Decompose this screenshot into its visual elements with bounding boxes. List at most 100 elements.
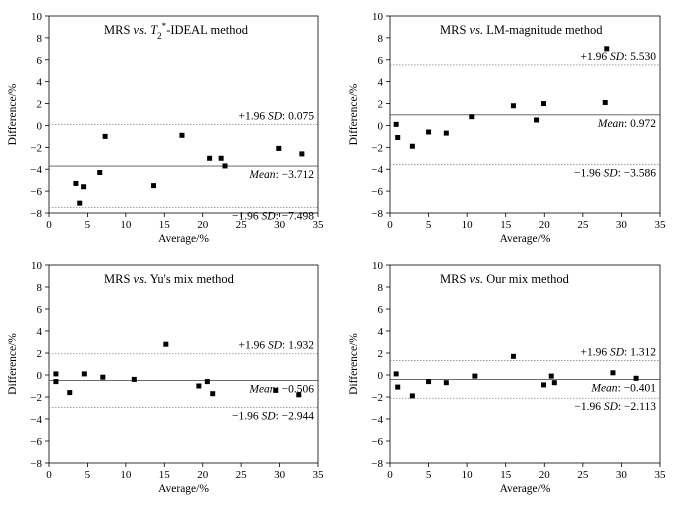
- data-point: [534, 117, 540, 123]
- mean-label: Mean: −0.401: [590, 382, 656, 394]
- y-axis-label: Difference/%: [7, 83, 19, 145]
- y-tick-label: 0: [37, 370, 43, 382]
- x-tick-label: 35: [655, 469, 667, 481]
- y-tick-label: −2: [30, 142, 42, 154]
- x-tick-label: 30: [274, 219, 286, 231]
- data-point: [81, 371, 87, 377]
- y-tick-label: −2: [371, 142, 383, 154]
- data-point: [179, 132, 185, 138]
- data-point: [610, 370, 616, 376]
- x-tick-label: 25: [577, 219, 589, 231]
- x-tick-label: 30: [616, 469, 628, 481]
- upper-loa-label: +1.96 SD: 0.075: [238, 111, 314, 123]
- data-point: [602, 99, 608, 105]
- data-point: [218, 155, 224, 161]
- data-point: [196, 383, 202, 389]
- upper-loa-label: +1.96 SD: 1.312: [580, 347, 656, 359]
- data-point: [548, 373, 554, 379]
- data-point: [551, 380, 557, 386]
- x-axis-label: Average/%: [500, 483, 551, 495]
- y-tick-label: 2: [378, 99, 384, 111]
- y-tick-label: −8: [371, 208, 383, 220]
- x-tick-label: 15: [500, 219, 512, 231]
- data-point: [276, 145, 282, 151]
- y-tick-label: 4: [378, 326, 384, 338]
- x-tick-label: 20: [539, 219, 551, 231]
- x-tick-label: 25: [236, 219, 248, 231]
- lower-loa-label: −1.96 SD: −3.586: [574, 168, 656, 180]
- chart-title: MRS vs. Our mix method: [440, 272, 570, 286]
- x-axis-label: Average/%: [500, 233, 551, 245]
- data-point: [395, 384, 401, 390]
- x-tick-label: 10: [462, 219, 474, 231]
- y-tick-label: 6: [37, 304, 43, 316]
- lower-loa-label: −1.96 SD: −2.944: [232, 410, 314, 422]
- data-point: [53, 379, 59, 385]
- y-tick-label: 4: [37, 77, 43, 89]
- y-tick-label: 0: [378, 370, 384, 382]
- upper-loa-label: +1.96 SD: 1.932: [238, 340, 314, 352]
- x-tick-label: 5: [426, 469, 432, 481]
- data-point: [151, 183, 157, 189]
- x-tick-label: 5: [85, 219, 91, 231]
- data-point: [409, 143, 415, 149]
- data-point: [97, 170, 103, 176]
- y-axis-label: Difference/%: [348, 333, 360, 395]
- x-tick-label: 5: [85, 469, 91, 481]
- y-tick-label: −4: [371, 414, 383, 426]
- y-tick-label: 8: [378, 282, 384, 294]
- y-tick-label: 4: [37, 326, 43, 338]
- data-point: [299, 151, 305, 157]
- y-tick-label: 2: [378, 348, 384, 360]
- y-tick-label: 6: [37, 55, 43, 67]
- y-tick-label: 6: [378, 304, 384, 316]
- mean-label: Mean: 0.972: [597, 118, 656, 130]
- x-tick-label: 30: [616, 219, 628, 231]
- lower-loa-label: −1.96 SD: −2.113: [574, 401, 656, 413]
- data-point: [443, 380, 449, 386]
- data-point: [443, 130, 449, 136]
- chart-panel-3: 0 5 10 15 20 25 30 35 −8 −6 −4 −2 0 2 4 6 8 10 Average/% Di…: [7, 260, 324, 495]
- data-point: [210, 391, 216, 397]
- y-tick-label: 2: [37, 99, 43, 111]
- data-point: [222, 163, 228, 169]
- x-tick-label: 0: [46, 469, 52, 481]
- data-point: [204, 379, 210, 385]
- y-tick-label: 8: [37, 282, 43, 294]
- y-tick-label: 2: [37, 348, 43, 360]
- y-tick-label: −2: [371, 392, 383, 404]
- x-tick-label: 15: [500, 469, 512, 481]
- data-point: [426, 379, 432, 385]
- data-point: [296, 392, 302, 398]
- y-tick-label: −6: [371, 186, 383, 198]
- data-point: [510, 353, 516, 359]
- x-tick-label: 0: [46, 219, 52, 231]
- y-tick-label: −6: [30, 436, 42, 448]
- data-point: [100, 374, 106, 380]
- data-point: [273, 387, 279, 393]
- y-tick-label: 10: [31, 11, 43, 23]
- mean-label: Mean: −0.506: [248, 384, 314, 396]
- x-tick-label: 35: [313, 469, 325, 481]
- x-tick-label: 25: [236, 469, 248, 481]
- chart-title: MRS vs. LM-magnitude method: [440, 23, 603, 37]
- data-point: [472, 373, 478, 379]
- data-point: [73, 180, 79, 186]
- x-tick-label: 35: [313, 219, 325, 231]
- data-point: [67, 390, 73, 396]
- x-tick-label: 20: [197, 219, 209, 231]
- y-tick-label: 6: [378, 55, 384, 67]
- chart-panel-1: 0 5 10 15 20 25 30 35 −8 −6 −4 −2 0 2 4 6 8 10 Average/% Di…: [7, 11, 324, 245]
- data-point: [207, 155, 213, 161]
- lower-loa-label: −1.96 SD: −7.498: [232, 211, 314, 223]
- data-point: [53, 371, 59, 377]
- x-tick-label: 25: [577, 469, 589, 481]
- x-tick-label: 15: [159, 469, 171, 481]
- y-tick-label: −8: [30, 208, 42, 220]
- y-tick-label: 4: [378, 77, 384, 89]
- y-tick-label: 8: [37, 33, 43, 45]
- chart-title: MRS vs. Yu's mix method: [104, 272, 235, 286]
- x-tick-label: 20: [539, 469, 551, 481]
- data-point: [393, 371, 399, 377]
